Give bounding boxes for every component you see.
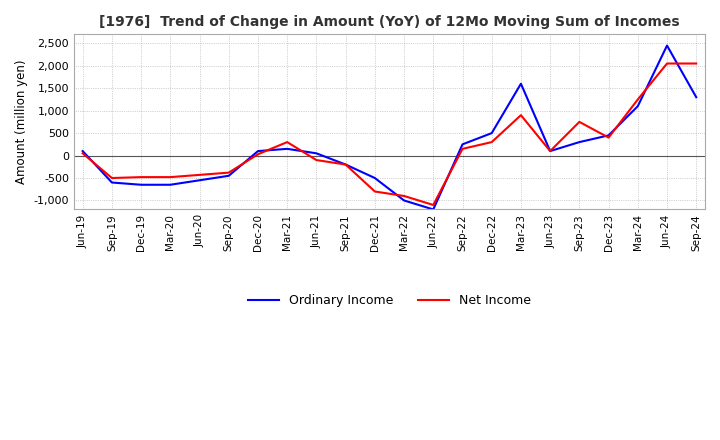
Ordinary Income — [662, 43, 671, 48]
Net Income — [341, 162, 350, 167]
Ordinary Income — [487, 131, 496, 136]
Ordinary Income — [195, 178, 204, 183]
Line: Ordinary Income: Ordinary Income — [83, 46, 696, 209]
Ordinary Income — [634, 103, 642, 109]
Net Income — [166, 175, 175, 180]
Net Income — [546, 148, 554, 154]
Net Income — [195, 172, 204, 177]
Line: Net Income: Net Income — [83, 63, 696, 205]
Ordinary Income — [517, 81, 526, 86]
Ordinary Income — [78, 148, 87, 154]
Net Income — [137, 175, 145, 180]
Ordinary Income — [458, 142, 467, 147]
Net Income — [107, 176, 116, 181]
Net Income — [400, 193, 408, 198]
Ordinary Income — [604, 133, 613, 138]
Y-axis label: Amount (million yen): Amount (million yen) — [15, 60, 28, 184]
Net Income — [662, 61, 671, 66]
Net Income — [634, 97, 642, 102]
Ordinary Income — [225, 173, 233, 178]
Legend: Ordinary Income, Net Income: Ordinary Income, Net Income — [243, 289, 536, 312]
Ordinary Income — [400, 198, 408, 203]
Ordinary Income — [341, 162, 350, 167]
Net Income — [517, 113, 526, 118]
Ordinary Income — [253, 148, 262, 154]
Title: [1976]  Trend of Change in Amount (YoY) of 12Mo Moving Sum of Incomes: [1976] Trend of Change in Amount (YoY) o… — [99, 15, 680, 29]
Ordinary Income — [283, 146, 292, 151]
Ordinary Income — [166, 182, 175, 187]
Ordinary Income — [429, 207, 438, 212]
Ordinary Income — [546, 148, 554, 154]
Net Income — [575, 119, 584, 125]
Net Income — [487, 139, 496, 145]
Net Income — [692, 61, 701, 66]
Net Income — [429, 202, 438, 208]
Ordinary Income — [137, 182, 145, 187]
Ordinary Income — [575, 139, 584, 145]
Net Income — [78, 150, 87, 156]
Net Income — [225, 170, 233, 175]
Net Income — [371, 189, 379, 194]
Net Income — [458, 146, 467, 151]
Ordinary Income — [371, 176, 379, 181]
Net Income — [283, 139, 292, 145]
Ordinary Income — [312, 150, 320, 156]
Net Income — [604, 135, 613, 140]
Ordinary Income — [107, 180, 116, 185]
Net Income — [253, 152, 262, 157]
Ordinary Income — [692, 95, 701, 100]
Net Income — [312, 158, 320, 163]
